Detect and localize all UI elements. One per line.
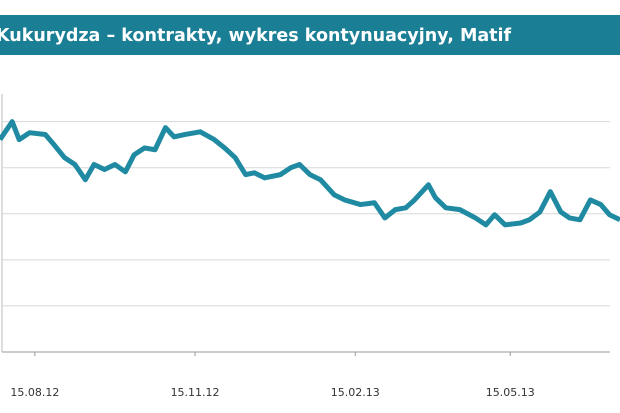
title-bar [0, 15, 620, 55]
chart-title: Kukurydza – kontrakty, wykres kontynuacy… [0, 26, 512, 46]
x-tick-label: 15.02.13 [331, 386, 380, 399]
x-tick-label: 15.08.12 [10, 386, 59, 399]
x-tick-label: 15.11.12 [171, 386, 220, 399]
x-tick-label: 15.05.13 [486, 386, 535, 399]
data-line [0, 119, 620, 228]
